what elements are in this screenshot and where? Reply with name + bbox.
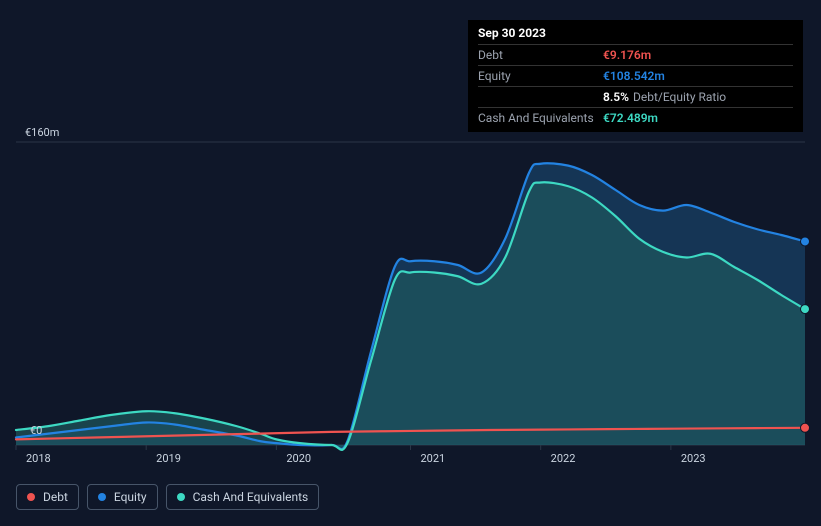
tooltip-row-value: €9.176m: [603, 48, 651, 62]
x-axis-label: 2018: [26, 452, 51, 465]
tooltip-row-extra: Debt/Equity Ratio: [633, 90, 726, 104]
x-axis-label: 2019: [156, 452, 181, 465]
tooltip-row: Debt€9.176m: [478, 45, 793, 66]
end-dot-debt: [801, 423, 810, 432]
legend-item[interactable]: Cash And Equivalents: [166, 484, 320, 510]
end-dot-equity: [801, 237, 810, 246]
tooltip-row-label: Debt: [478, 48, 603, 62]
chart-container: Sep 30 2023 Debt€9.176mEquity€108.542m8.…: [0, 0, 821, 526]
tooltip-date: Sep 30 2023: [478, 26, 793, 45]
legend-label: Debt: [43, 490, 68, 504]
tooltip-row: Cash And Equivalents€72.489m: [478, 108, 793, 128]
y-axis-max-label: €160m: [25, 126, 59, 139]
x-axis-label: 2023: [681, 452, 706, 465]
tooltip-row-value: 8.5%: [603, 90, 629, 104]
legend: Debt Equity Cash And Equivalents: [16, 484, 319, 510]
end-dot-cash: [801, 305, 810, 314]
x-axis-label: 2020: [286, 452, 311, 465]
tooltip: Sep 30 2023 Debt€9.176mEquity€108.542m8.…: [468, 20, 803, 132]
tooltip-row-label: Equity: [478, 69, 603, 83]
legend-item[interactable]: Debt: [16, 484, 79, 510]
legend-item[interactable]: Equity: [87, 484, 158, 510]
y-axis-min-label: €0: [30, 424, 42, 437]
legend-swatch: [98, 493, 106, 501]
tooltip-row: 8.5% Debt/Equity Ratio: [478, 87, 793, 108]
x-axis-label: 2022: [551, 452, 576, 465]
tooltip-row-value: €108.542m: [603, 69, 665, 83]
legend-swatch: [27, 493, 35, 501]
tooltip-row-label: [478, 90, 603, 104]
tooltip-row-label: Cash And Equivalents: [478, 111, 603, 125]
legend-swatch: [177, 493, 185, 501]
legend-label: Equity: [114, 490, 147, 504]
tooltip-row-value: €72.489m: [603, 111, 658, 125]
legend-label: Cash And Equivalents: [193, 490, 309, 504]
x-axis-label: 2021: [421, 452, 446, 465]
tooltip-row: Equity€108.542m: [478, 66, 793, 87]
